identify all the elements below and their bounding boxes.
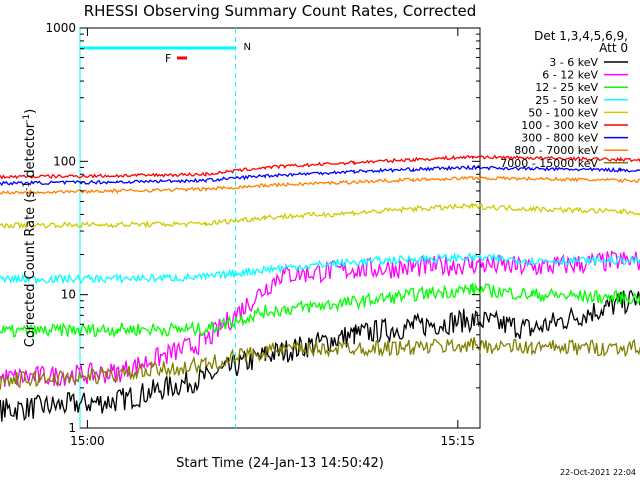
series-1 [0,289,640,422]
legend-label: 800 - 7000 keV [514,144,598,157]
y-tick-label: 1000 [45,21,76,35]
y-tick-label: 10 [61,288,76,302]
legend-label: 7000 - 15000 keV [500,157,598,170]
chart-title: RHESSI Observing Summary Count Rates, Co… [84,2,477,20]
legend-label: 50 - 100 keV [528,106,598,119]
series-3 [0,282,640,339]
series-line-segment [0,175,640,196]
y-axis-label-sup1: -1 [22,182,32,191]
series-line-segment [0,202,640,230]
legend-header-detectors: Det 1,3,4,5,6,9, [534,29,628,43]
y-axis-label: Corrected Count Rate (s-1 detector-1) [22,109,38,347]
series-line-segment [0,164,640,187]
y-tick-label: 1 [68,421,76,435]
x-axis-label: Start Time (24-Jan-13 14:50:42) [176,456,384,471]
legend-label: 100 - 300 keV [521,119,598,132]
series-8 [0,175,640,196]
series-6 [0,154,640,180]
y-axis-label-part1: Corrected Count Rate (s [23,191,38,348]
series-4 [0,251,640,286]
series-line-segment [0,154,640,180]
y-tick-label: 100 [53,154,76,168]
series-line-segment [0,250,640,387]
legend-label: 12 - 25 keV [535,81,598,94]
y-axis-label-part3: ) [23,109,38,114]
series-line-segment [0,336,640,390]
y-axis-label-part2: detector [23,122,38,182]
series-5 [0,202,640,230]
legend-label: 25 - 50 keV [535,94,598,107]
series-2 [0,250,640,387]
y-axis-label-sup2: -1 [22,114,32,123]
series-line-segment [0,282,640,339]
footer-timestamp: 22-Oct-2021 22:04 [560,468,636,477]
legend-header-attenuator: Att 0 [599,41,628,55]
series-9 [0,336,640,390]
x-tick-label: 15:00 [70,434,105,448]
legend-label: 3 - 6 keV [549,56,598,69]
legend-label: 300 - 800 keV [521,132,598,145]
series-line-segment [0,289,640,422]
series-layer [0,154,640,422]
flare-flag-label: F [165,52,171,65]
legend-label: 6 - 12 keV [542,69,598,82]
plot-frame [79,27,481,429]
y-axis: 1 10 100 1000 [45,21,480,435]
annotation-layer: NNFS [79,28,251,428]
x-tick-label: 15:15 [440,434,475,448]
series-7 [0,164,640,187]
series-line-segment [0,251,640,286]
night-label: N [244,42,251,53]
